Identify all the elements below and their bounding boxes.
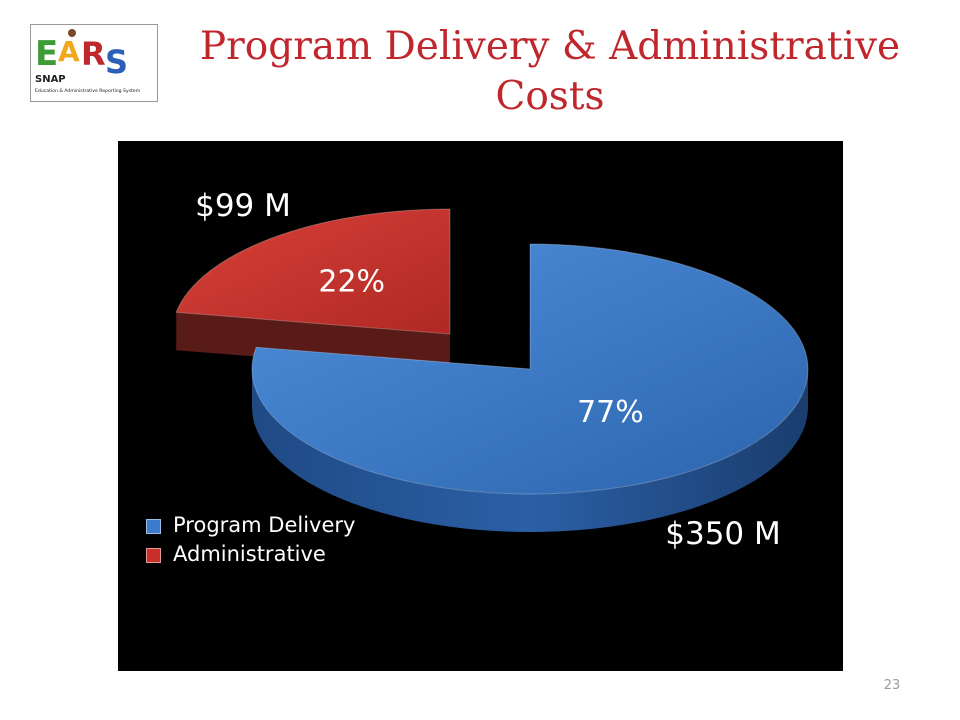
legend-label-administrative: Administrative <box>173 542 326 566</box>
logo-program: SNAP <box>35 74 66 85</box>
pie-slice-administrative: 22% $99 M <box>175 188 451 372</box>
logo-letter-s: S <box>105 43 128 81</box>
logo-letter-a: A <box>58 35 80 68</box>
logo-letter-r: R <box>81 35 106 73</box>
pie-slice-top-administrative <box>175 208 451 335</box>
page-number: 23 <box>883 678 901 693</box>
pie-slice-top-program-delivery <box>251 243 809 495</box>
logo-subtitle: Education & Administrative Reporting Sys… <box>35 88 141 94</box>
pie-slice-program-delivery: 77% $350 M <box>251 243 809 552</box>
legend-swatch-program-delivery <box>146 519 161 534</box>
pie-slice-wall-administrative-0 <box>176 312 450 372</box>
legend-item-program-delivery: Program Delivery <box>146 511 386 540</box>
legend-item-administrative: Administrative <box>146 540 386 569</box>
pie-percent-label-program-delivery: 77% <box>577 395 644 430</box>
logo-letter-e: E <box>35 34 58 74</box>
logo-figure-icon <box>68 29 76 37</box>
pie-chart-canvas: 22% $99 M 77% $350 M <box>175 188 809 552</box>
slide-title: Program Delivery & Administrative Costs <box>199 24 901 119</box>
pie-amount-label-program-delivery: $350 M <box>665 516 781 552</box>
ears-logo: E A R S SNAP Education & Administrative … <box>30 24 158 102</box>
pie-amount-label-administrative: $99 M <box>195 188 291 224</box>
legend-label-program-delivery: Program Delivery <box>173 513 356 537</box>
pie-slice-side-program-delivery <box>252 369 808 532</box>
chart-legend: Program Delivery Administrative <box>146 511 386 569</box>
legend-swatch-administrative <box>146 548 161 563</box>
pie-percent-label-administrative: 22% <box>318 264 385 299</box>
pie-chart: 22% $99 M 77% $350 M Program Delivery Admin… <box>118 141 843 671</box>
